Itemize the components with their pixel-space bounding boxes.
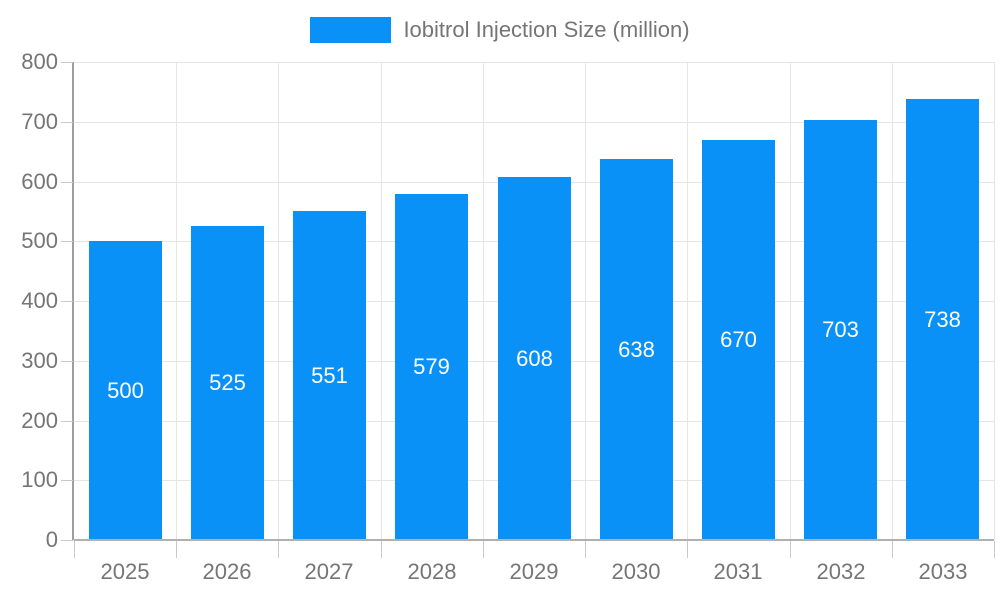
bar-2030[interactable]: 638 [600,159,673,540]
legend-swatch [310,17,392,43]
y-tick-800 [61,62,73,63]
x-axis-line [74,539,994,541]
x-tick-9 [994,541,995,558]
x-tick-1 [176,541,177,558]
x-tick-label-2027: 2027 [304,559,354,584]
x-tick-label-2028: 2028 [407,559,457,584]
x-tick-5 [585,541,586,558]
x-tick-label-2032: 2032 [816,559,866,584]
bar-value-label: 525 [209,370,246,395]
h-gridline-700 [74,122,994,123]
y-tick-label-0: 0 [45,527,58,552]
y-tick-300 [61,361,73,362]
y-tick-label-300: 300 [21,348,58,373]
bar-value-label: 500 [107,377,144,403]
bar-value-label: 608 [516,345,553,371]
x-tick-8 [892,541,893,558]
v-gridline-9 [994,62,995,540]
bar-2028[interactable]: 579 [395,194,468,540]
plot-area: 500 525 551 579 608 638 670 703 738 [74,62,995,540]
x-tick-label-2033: 2033 [918,559,968,584]
y-axis-line [72,62,74,540]
y-tick-400 [61,301,73,302]
bar-value-label: 703 [822,317,859,342]
y-tick-label-400: 400 [21,288,58,313]
bar-2027[interactable]: 551 [293,211,366,540]
x-tick-label-2025: 2025 [100,559,150,584]
x-tick-label-2026: 2026 [202,559,252,584]
v-gridline-7 [790,62,791,540]
y-tick-label-600: 600 [21,169,58,194]
y-tick-700 [61,122,73,123]
y-tick-500 [61,241,73,242]
x-tick-2 [278,541,279,558]
bar-value-label: 738 [924,306,961,332]
v-gridline-3 [381,62,382,540]
x-tick-label-2031: 2031 [713,559,763,584]
y-tick-200 [61,421,73,422]
bar-2025[interactable]: 500 [89,241,162,540]
bar-2033[interactable]: 738 [906,99,979,540]
bar-2029[interactable]: 608 [498,177,571,540]
v-gridline-4 [483,62,484,540]
y-tick-label-800: 800 [21,49,58,74]
h-gridline-800 [74,62,994,63]
x-tick-4 [483,541,484,558]
y-tick-label-200: 200 [21,408,58,433]
x-tick-6 [687,541,688,558]
x-tick-label-2030: 2030 [611,559,661,584]
x-tick-7 [790,541,791,558]
bar-2032[interactable]: 703 [804,120,877,540]
y-tick-100 [61,480,73,481]
x-tick-label-2029: 2029 [509,559,559,584]
bar-2031[interactable]: 670 [702,140,775,540]
y-tick-label-500: 500 [21,228,58,253]
v-gridline-8 [892,62,893,540]
v-gridline-2 [278,62,279,540]
bar-value-label: 551 [311,362,348,388]
x-tick-0 [74,541,75,558]
v-gridline-5 [585,62,586,540]
x-tick-3 [381,541,382,558]
bar-2026[interactable]: 525 [191,226,264,540]
y-tick-0 [61,540,73,541]
legend-label: Iobitrol Injection Size (million) [403,17,690,42]
y-tick-600 [61,182,73,183]
v-gridline-1 [176,62,177,540]
bar-value-label: 579 [413,354,450,379]
bar-value-label: 670 [720,327,757,352]
bar-value-label: 638 [618,336,655,362]
v-gridline-6 [687,62,688,540]
legend[interactable]: Iobitrol Injection Size (million) [0,14,1000,46]
y-tick-label-100: 100 [21,467,58,492]
y-tick-label-700: 700 [21,109,58,134]
